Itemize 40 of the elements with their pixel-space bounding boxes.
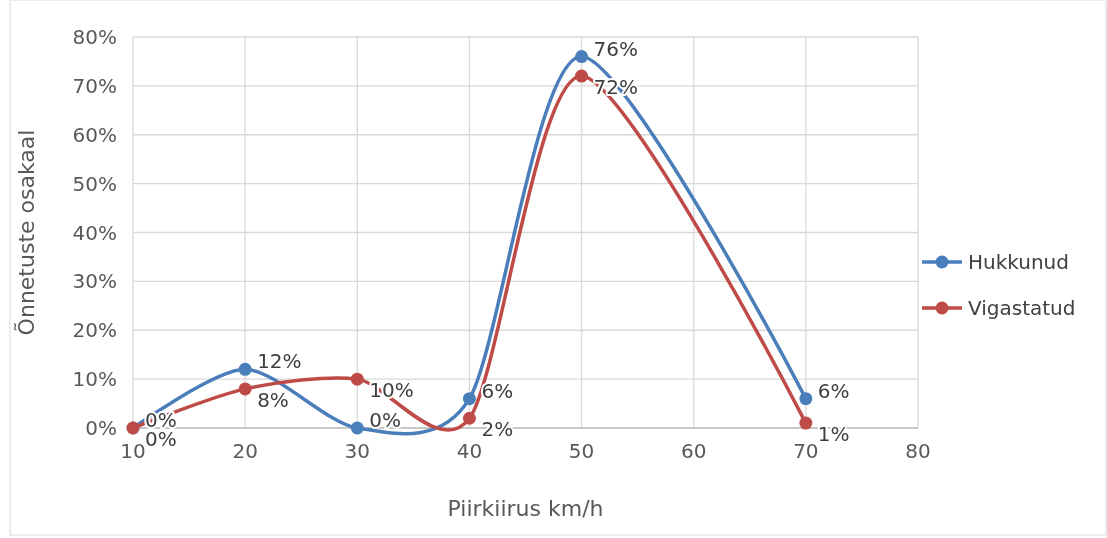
data-label: 6%	[817, 378, 850, 403]
x-tick-label: 20	[232, 439, 258, 463]
data-label: 0%	[145, 427, 177, 451]
data-label: 1%	[817, 422, 850, 447]
data-label: 6%	[481, 378, 514, 403]
point	[350, 372, 364, 386]
y-tick-label: 40%	[72, 220, 117, 245]
y-tick-label: 80%	[72, 25, 117, 49]
data-label: 8%	[257, 387, 289, 412]
x-tick-label: 30	[344, 439, 371, 463]
y-tick-label: 50%	[72, 171, 117, 196]
y-tick-label: 70%	[72, 73, 117, 98]
data-label: 12%	[257, 349, 302, 374]
point	[238, 382, 252, 396]
y-axis-title: Õnnetuste osakaal	[13, 129, 39, 336]
point	[575, 69, 589, 83]
x-tick-label: 60	[680, 439, 707, 463]
data-label: 76%	[593, 36, 639, 61]
x-tick-label: 50	[568, 439, 595, 463]
point	[575, 50, 589, 64]
point	[799, 392, 813, 406]
point	[799, 416, 813, 430]
point	[462, 392, 476, 406]
data-label: 2%	[481, 417, 514, 442]
x-tick-label: 70	[793, 439, 819, 463]
y-tick-label: 0%	[85, 416, 117, 440]
x-tick-label: 80	[905, 439, 931, 463]
point	[350, 421, 364, 435]
x-tick-label: 40	[456, 439, 483, 463]
data-label: 0%	[369, 408, 402, 432]
legend-label: Hukkunud	[968, 250, 1069, 274]
y-tick-label: 20%	[72, 318, 117, 343]
y-tick-label: 30%	[72, 269, 117, 294]
x-tick-label: 10	[120, 439, 146, 463]
y-tick-label: 60%	[72, 122, 117, 147]
legend-label: Vigastatud	[968, 296, 1076, 320]
point	[238, 362, 252, 376]
x-axis-title: Piirkiirus km/h	[447, 496, 604, 521]
point	[462, 411, 476, 425]
y-tick-label: 10%	[72, 367, 117, 392]
